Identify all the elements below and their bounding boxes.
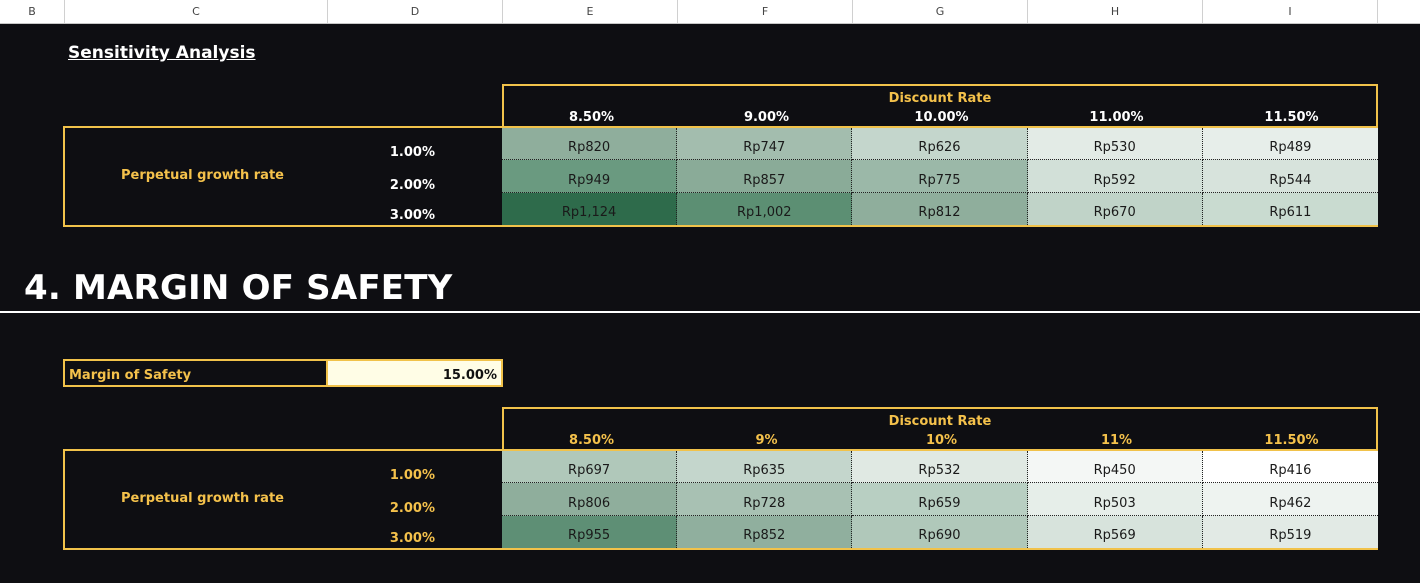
rate-header: 11.50%	[1264, 110, 1319, 125]
value-cell[interactable]: Rp611	[1202, 193, 1378, 225]
discount-rate-header: Discount Rate 8.50% 9.00% 10.00% 11.00% …	[502, 84, 1378, 128]
value-cell[interactable]: Rp544	[1202, 160, 1378, 193]
discount-rate-header-2: Discount Rate 8.50% 9% 10% 11% 11.50%	[502, 407, 1378, 451]
value-cell[interactable]: Rp462	[1202, 483, 1378, 516]
column-header-g[interactable]: G	[853, 0, 1028, 23]
value-cell[interactable]: Rp949	[502, 160, 678, 193]
section-title: 4. MARGIN OF SAFETY	[24, 268, 453, 308]
column-header-f[interactable]: F	[678, 0, 853, 23]
row-label-growth: Perpetual growth rate	[121, 168, 284, 183]
rate-header: 11%	[1100, 433, 1133, 448]
value-cell[interactable]: Rp659	[852, 483, 1028, 516]
value-cell[interactable]: Rp592	[1027, 160, 1203, 193]
value-cell[interactable]: Rp697	[502, 451, 678, 483]
mos-grid: Rp697 Rp635 Rp532 Rp450 Rp416 Rp806 Rp728 Rp659…	[502, 451, 1378, 548]
value-cell[interactable]: Rp519	[1202, 516, 1378, 548]
column-header-blank[interactable]	[1378, 0, 1420, 23]
rate-header: 10.00%	[914, 110, 969, 125]
growth-rate-label: 2.00%	[389, 501, 435, 516]
sensitivity-title: Sensitivity Analysis	[68, 43, 256, 63]
column-header-i[interactable]: I	[1203, 0, 1378, 23]
value-cell[interactable]: Rp489	[1202, 128, 1378, 160]
value-cell[interactable]: Rp806	[502, 483, 678, 516]
value-cell[interactable]: Rp955	[502, 516, 678, 548]
value-cell[interactable]: Rp530	[1027, 128, 1203, 160]
value-cell[interactable]: Rp416	[1202, 451, 1378, 483]
rate-header: 11.50%	[1264, 433, 1319, 448]
value-cell[interactable]: Rp690	[852, 516, 1028, 548]
value-cell[interactable]: Rp747	[677, 128, 853, 160]
value-cell[interactable]: Rp1,002	[677, 193, 853, 225]
mos-value-cell[interactable]: 15.00%	[326, 359, 503, 387]
growth-rate-label: 3.00%	[389, 531, 435, 546]
column-header-c[interactable]: C	[65, 0, 328, 23]
rate-header: 10%	[925, 433, 958, 448]
value-cell[interactable]: Rp569	[1027, 516, 1203, 548]
rate-header: 9%	[755, 433, 778, 448]
growth-rate-label: 1.00%	[389, 468, 435, 483]
rate-header: 11.00%	[1089, 110, 1144, 125]
column-header-h[interactable]: H	[1028, 0, 1203, 23]
growth-rate-label: 3.00%	[389, 208, 435, 223]
value-cell[interactable]: Rp635	[677, 451, 853, 483]
value-cell[interactable]: Rp1,124	[502, 193, 678, 225]
value-cell[interactable]: Rp812	[852, 193, 1028, 225]
value-cell[interactable]: Rp532	[852, 451, 1028, 483]
discount-rate-label: Discount Rate	[888, 91, 992, 106]
discount-rate-label: Discount Rate	[888, 414, 992, 429]
column-header-b[interactable]: B	[0, 0, 65, 23]
rate-header: 9.00%	[743, 110, 790, 125]
column-header-d[interactable]: D	[328, 0, 503, 23]
growth-rate-label: 2.00%	[389, 178, 435, 193]
row-label-growth: Perpetual growth rate	[121, 491, 284, 506]
value-cell[interactable]: Rp820	[502, 128, 678, 160]
value-cell[interactable]: Rp857	[677, 160, 853, 193]
value-cell[interactable]: Rp728	[677, 483, 853, 516]
value-cell[interactable]: Rp450	[1027, 451, 1203, 483]
column-header-e[interactable]: E	[503, 0, 678, 23]
value-cell[interactable]: Rp670	[1027, 193, 1203, 225]
section-divider	[0, 311, 1420, 313]
rate-header: 8.50%	[568, 110, 615, 125]
value-cell[interactable]: Rp775	[852, 160, 1028, 193]
value-cell[interactable]: Rp503	[1027, 483, 1203, 516]
value-cell[interactable]: Rp626	[852, 128, 1028, 160]
sensitivity-grid: Rp820 Rp747 Rp626 Rp530 Rp489 Rp949 Rp857 Rp775…	[502, 128, 1378, 225]
value-cell[interactable]: Rp852	[677, 516, 853, 548]
column-header-bar: B C D E F G H I	[0, 0, 1420, 24]
rate-header: 8.50%	[568, 433, 615, 448]
mos-label: Margin of Safety	[63, 359, 328, 387]
growth-rate-label: 1.00%	[389, 145, 435, 160]
